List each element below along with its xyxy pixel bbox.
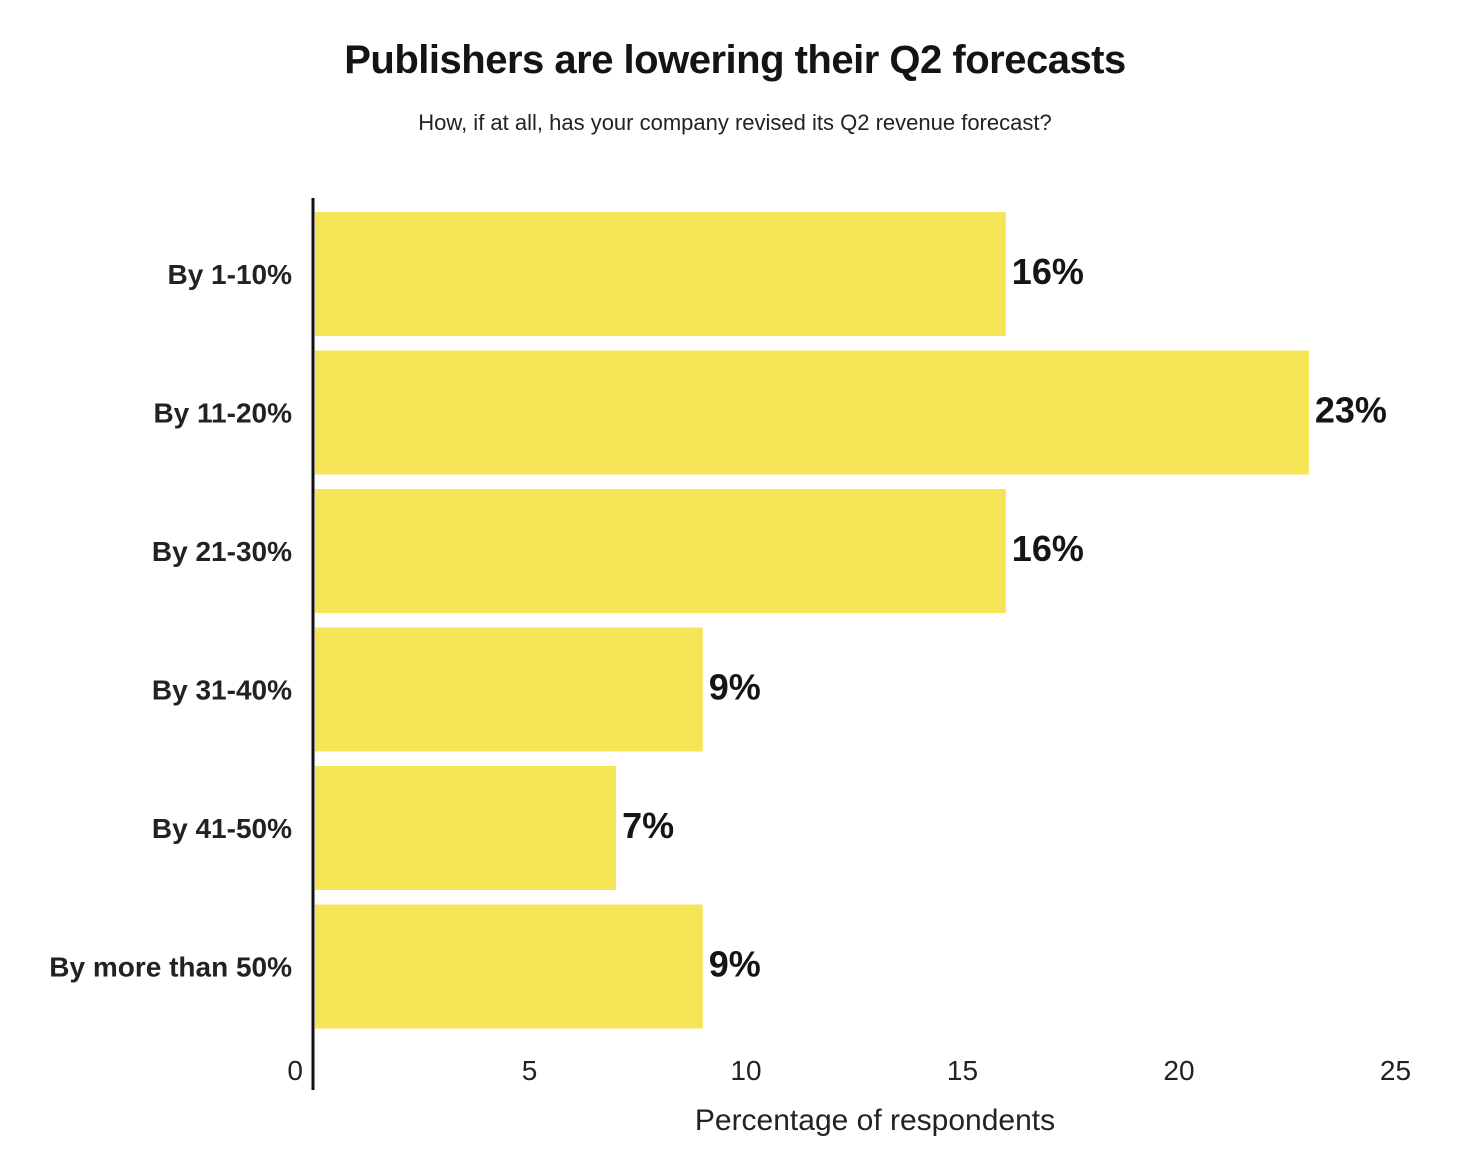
- x-tick-label: 5: [522, 1055, 538, 1086]
- x-tick-label: 15: [947, 1055, 978, 1086]
- data-label: 16%: [1012, 251, 1084, 292]
- x-tick-label: 25: [1380, 1055, 1411, 1086]
- x-tick-label: 10: [730, 1055, 761, 1086]
- x-axis-title: Percentage of respondents: [695, 1104, 1055, 1137]
- bar: [315, 212, 1006, 336]
- x-tick-labels-group: 0 5 10 15 20 25: [287, 1055, 1411, 1086]
- chart-subtitle: How, if at all, has your company revised…: [418, 110, 1052, 135]
- category-label: By 1-10%: [167, 259, 292, 290]
- data-label: 16%: [1012, 528, 1084, 569]
- category-label: By 11-20%: [153, 398, 292, 429]
- bar: [315, 350, 1309, 475]
- bar: [315, 489, 1006, 613]
- x-tick-label: 20: [1163, 1055, 1194, 1086]
- category-label: By more than 50%: [49, 952, 292, 983]
- data-label: 9%: [709, 944, 761, 985]
- category-label: By 31-40%: [152, 675, 292, 706]
- category-label: By 21-30%: [152, 536, 292, 567]
- data-label: 9%: [709, 667, 761, 708]
- bars-group: [315, 212, 1309, 1029]
- data-label: 23%: [1315, 390, 1387, 431]
- bar: [315, 766, 617, 890]
- x-tick-label: 0: [287, 1055, 303, 1086]
- chart-title: Publishers are lowering their Q2 forecas…: [344, 38, 1126, 82]
- category-labels-group: By 1-10% By 11-20% By 21-30% By 31-40% By 41…: [49, 259, 292, 983]
- category-label: By 41-50%: [152, 813, 292, 844]
- data-label: 7%: [622, 805, 674, 846]
- bar: [315, 627, 703, 752]
- value-labels-group: 16% 23% 16% 9% 7% 9%: [622, 251, 1387, 985]
- bar: [315, 904, 703, 1029]
